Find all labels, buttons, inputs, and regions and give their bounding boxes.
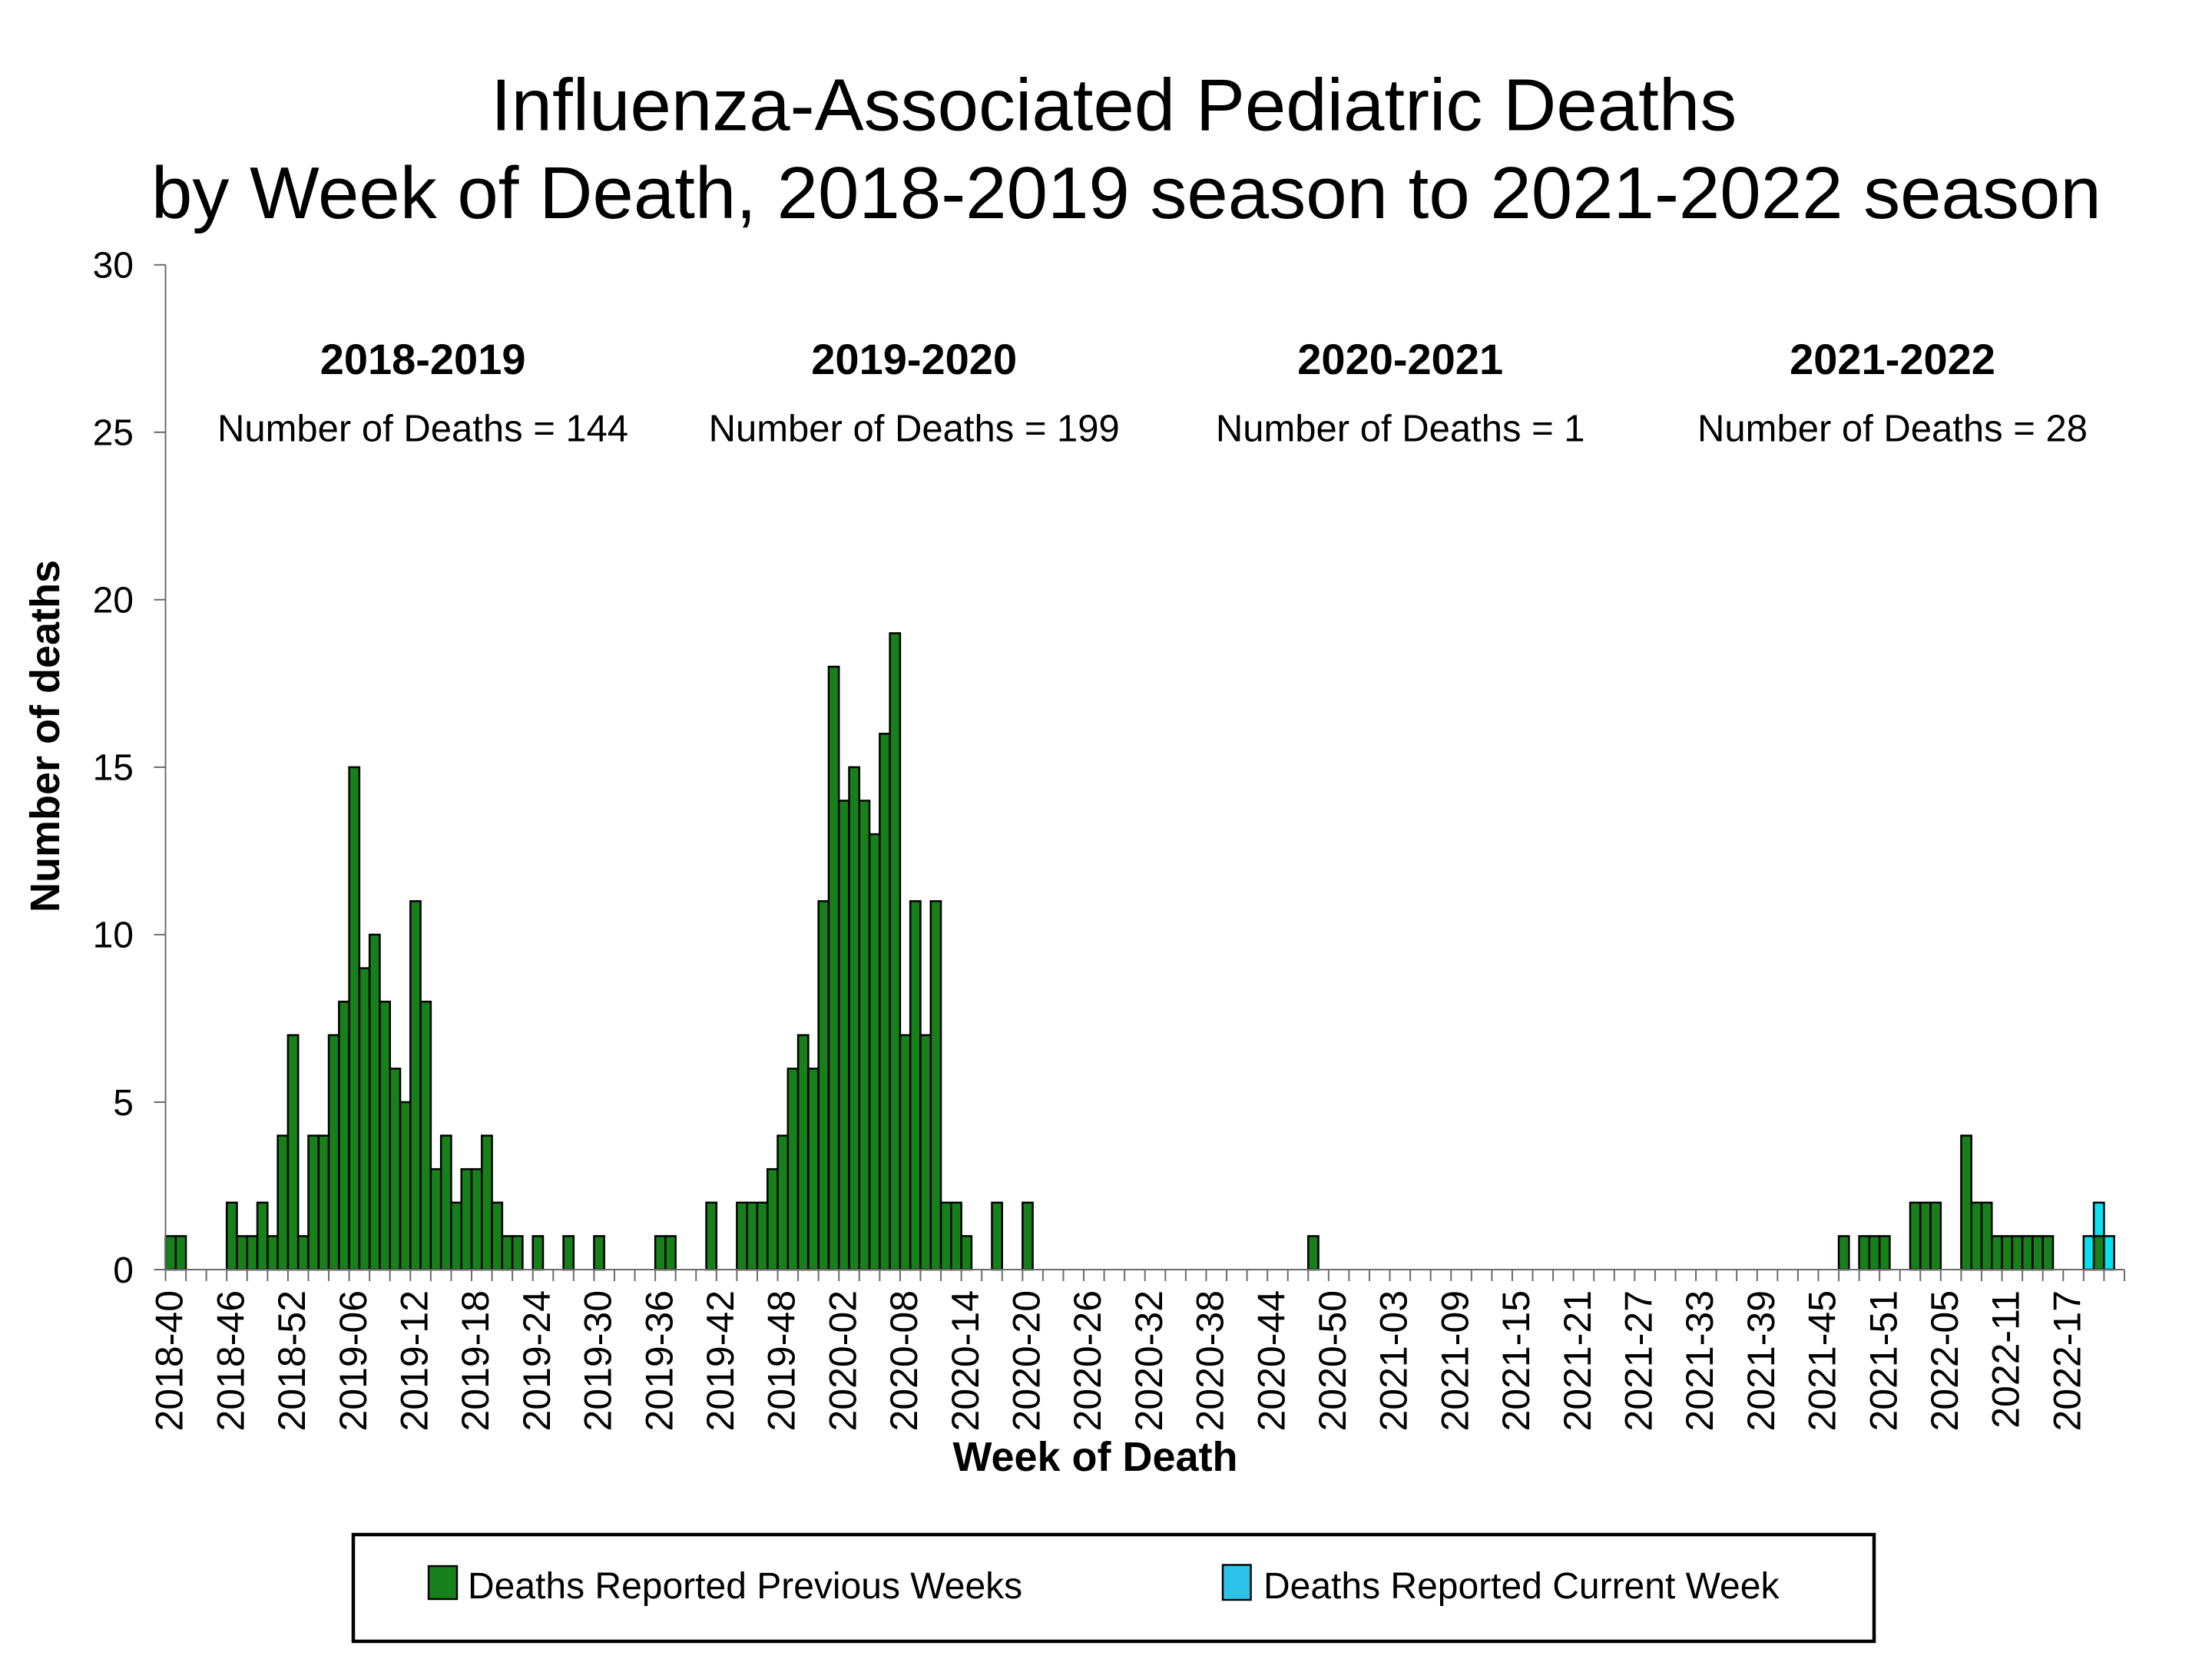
svg-text:2021-21: 2021-21 [1556,1290,1599,1432]
svg-text:2018-40: 2018-40 [148,1290,191,1432]
svg-text:2022-11: 2022-11 [1985,1290,2028,1429]
svg-text:0: 0 [113,1250,134,1291]
svg-text:2019-18: 2019-18 [454,1290,497,1432]
svg-text:2019-24: 2019-24 [515,1290,558,1432]
svg-text:2020-20: 2020-20 [1005,1290,1048,1432]
svg-text:Number of deaths: Number of deaths [22,560,68,912]
svg-text:25: 25 [93,413,134,454]
svg-text:Number of Deaths = 199: Number of Deaths = 199 [709,409,1120,450]
svg-text:2021-09: 2021-09 [1433,1290,1476,1432]
svg-text:2022-17: 2022-17 [2045,1290,2088,1432]
svg-text:30: 30 [93,246,134,286]
svg-text:2019-36: 2019-36 [637,1290,680,1432]
svg-text:2020-02: 2020-02 [821,1290,864,1432]
svg-text:15: 15 [93,748,134,789]
svg-text:2020-14: 2020-14 [944,1290,987,1432]
svg-text:2019-48: 2019-48 [760,1290,803,1432]
svg-text:2018-2019: 2018-2019 [320,335,526,383]
svg-text:5: 5 [113,1083,134,1124]
svg-text:2021-39: 2021-39 [1740,1290,1783,1432]
svg-text:2021-2022: 2021-2022 [1790,335,1995,383]
svg-text:2019-2020: 2019-2020 [811,335,1017,383]
svg-text:2020-2021: 2020-2021 [1297,335,1503,383]
svg-text:2018-46: 2018-46 [209,1290,252,1432]
svg-text:2020-08: 2020-08 [882,1290,926,1432]
svg-text:2020-26: 2020-26 [1066,1290,1109,1432]
svg-text:10: 10 [93,916,134,956]
svg-text:2020-44: 2020-44 [1250,1290,1293,1432]
svg-text:2020-32: 2020-32 [1128,1290,1171,1432]
svg-text:2022-05: 2022-05 [1923,1290,1966,1432]
svg-text:Number of Deaths = 1: Number of Deaths = 1 [1216,409,1585,450]
svg-text:2020-50: 2020-50 [1311,1290,1354,1432]
svg-text:Number of Deaths = 144: Number of Deaths = 144 [217,409,628,450]
svg-text:2021-45: 2021-45 [1801,1290,1844,1432]
svg-text:Deaths Reported Previous Weeks: Deaths Reported Previous Weeks [468,1566,1022,1607]
svg-text:Influenza-Associated Pediatric: Influenza-Associated Pediatric Deaths [491,65,1737,147]
svg-text:2021-33: 2021-33 [1678,1290,1721,1432]
svg-text:2018-52: 2018-52 [270,1290,313,1432]
svg-text:Deaths Reported Current Week: Deaths Reported Current Week [1263,1566,1780,1607]
svg-text:2019-42: 2019-42 [699,1290,742,1432]
svg-text:20: 20 [93,581,134,621]
svg-text:2019-30: 2019-30 [577,1290,620,1432]
svg-text:2020-38: 2020-38 [1189,1290,1232,1432]
svg-text:by Week of Death, 2018-2019 se: by Week of Death, 2018-2019 season to 20… [151,152,2101,234]
svg-text:Number of Deaths = 28: Number of Deaths = 28 [1697,409,2088,450]
svg-text:2019-06: 2019-06 [332,1290,375,1432]
svg-text:2021-51: 2021-51 [1862,1290,1905,1432]
svg-text:Week of Death: Week of Death [952,1434,1237,1480]
svg-text:2021-15: 2021-15 [1495,1290,1538,1432]
svg-text:2019-12: 2019-12 [392,1290,435,1432]
svg-text:2021-03: 2021-03 [1373,1290,1416,1432]
svg-text:2021-27: 2021-27 [1617,1290,1660,1432]
